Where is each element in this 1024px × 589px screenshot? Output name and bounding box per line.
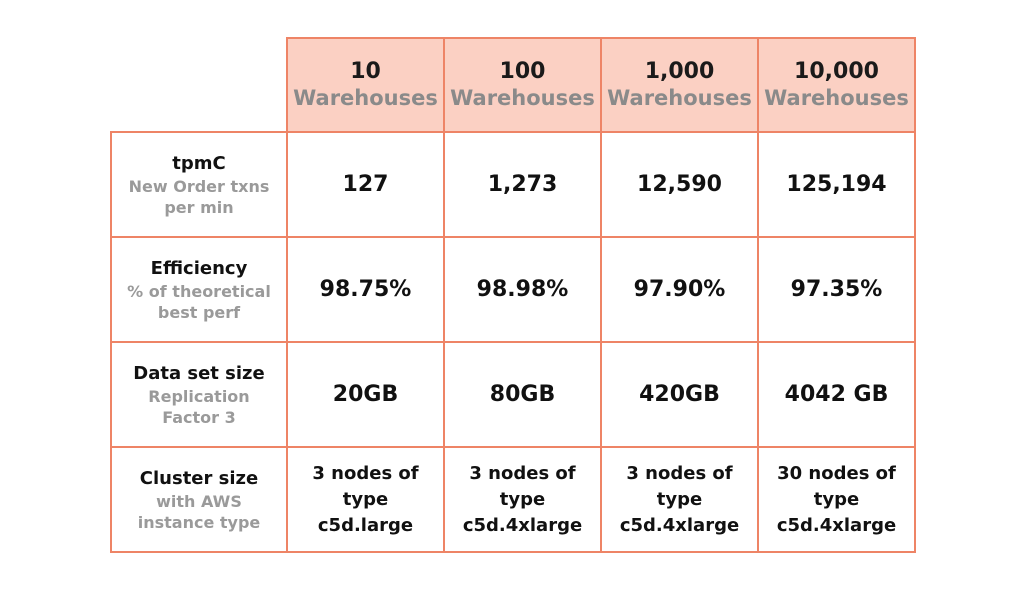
column-header-100: 100 Warehouses bbox=[443, 37, 602, 133]
column-number: 10,000 bbox=[794, 59, 879, 84]
row-subtitle-line: with AWS bbox=[156, 491, 242, 511]
row-subtitle-line: best perf bbox=[157, 302, 241, 322]
cluster-line: 3 nodes of bbox=[626, 462, 733, 484]
value-cell: 420GB bbox=[600, 341, 759, 448]
benchmark-table: 10 Warehouses 100 Warehouses 1,000 Wareh… bbox=[110, 37, 916, 553]
value-cell: 97.35% bbox=[757, 236, 916, 343]
column-header-10: 10 Warehouses bbox=[286, 37, 445, 133]
row-title: tpmC bbox=[172, 152, 226, 174]
cluster-line: c5d.4xlarge bbox=[776, 514, 897, 536]
column-header-10000: 10,000 Warehouses bbox=[757, 37, 916, 133]
value-cell: 98.75% bbox=[286, 236, 445, 343]
column-number: 100 bbox=[499, 59, 546, 84]
value-cell: 98.98% bbox=[443, 236, 602, 343]
value-cell: 12,590 bbox=[600, 131, 759, 238]
column-unit: Warehouses bbox=[450, 86, 595, 110]
row-title: Cluster size bbox=[139, 467, 259, 489]
row-header-tpmc: tpmC New Order txns per min bbox=[110, 131, 288, 238]
header-row: 10 Warehouses 100 Warehouses 1,000 Wareh… bbox=[111, 37, 916, 133]
cluster-line: 3 nodes of bbox=[469, 462, 576, 484]
cluster-line: type bbox=[813, 488, 860, 510]
column-unit: Warehouses bbox=[607, 86, 752, 110]
cluster-line: c5d.large bbox=[317, 514, 414, 536]
column-unit: Warehouses bbox=[764, 86, 909, 110]
column-number: 10 bbox=[350, 59, 381, 84]
row-tpmc: tpmC New Order txns per min 127 1,273 12… bbox=[110, 131, 916, 238]
row-subtitle-line: % of theoretical bbox=[127, 281, 271, 301]
cluster-line: c5d.4xlarge bbox=[462, 514, 583, 536]
row-data-set-size: Data set size Replication Factor 3 20GB … bbox=[110, 341, 916, 448]
row-header-data-set-size: Data set size Replication Factor 3 bbox=[110, 341, 288, 448]
column-header-1000: 1,000 Warehouses bbox=[600, 37, 759, 133]
value-cell: 97.90% bbox=[600, 236, 759, 343]
row-subtitle-line: New Order txns bbox=[128, 176, 270, 196]
value-cell: 3 nodes of type c5d.4xlarge bbox=[443, 446, 602, 553]
cluster-line: type bbox=[656, 488, 703, 510]
row-cluster-size: Cluster size with AWS instance type 3 no… bbox=[110, 446, 916, 553]
value-cell: 127 bbox=[286, 131, 445, 238]
row-header-cluster-size: Cluster size with AWS instance type bbox=[110, 446, 288, 553]
column-number: 1,000 bbox=[644, 59, 715, 84]
row-header-efficiency: Efficiency % of theoretical best perf bbox=[110, 236, 288, 343]
row-subtitle-line: Factor 3 bbox=[162, 407, 236, 427]
cluster-line: type bbox=[499, 488, 546, 510]
row-efficiency: Efficiency % of theoretical best perf 98… bbox=[110, 236, 916, 343]
corner-cell bbox=[111, 38, 288, 133]
cluster-line: 30 nodes of bbox=[777, 462, 896, 484]
cluster-line: c5d.4xlarge bbox=[619, 514, 740, 536]
row-title: Data set size bbox=[133, 362, 265, 384]
value-cell: 20GB bbox=[286, 341, 445, 448]
row-subtitle-line: instance type bbox=[137, 512, 261, 532]
value-cell: 125,194 bbox=[757, 131, 916, 238]
value-cell: 3 nodes of type c5d.large bbox=[286, 446, 445, 553]
value-cell: 4042 GB bbox=[757, 341, 916, 448]
value-cell: 1,273 bbox=[443, 131, 602, 238]
cluster-line: 3 nodes of bbox=[312, 462, 419, 484]
value-cell: 80GB bbox=[443, 341, 602, 448]
row-title: Efficiency bbox=[150, 257, 248, 279]
cluster-line: type bbox=[342, 488, 389, 510]
column-unit: Warehouses bbox=[293, 86, 438, 110]
row-subtitle-line: per min bbox=[164, 197, 234, 217]
row-subtitle-line: Replication bbox=[148, 386, 250, 406]
value-cell: 30 nodes of type c5d.4xlarge bbox=[757, 446, 916, 553]
value-cell: 3 nodes of type c5d.4xlarge bbox=[600, 446, 759, 553]
